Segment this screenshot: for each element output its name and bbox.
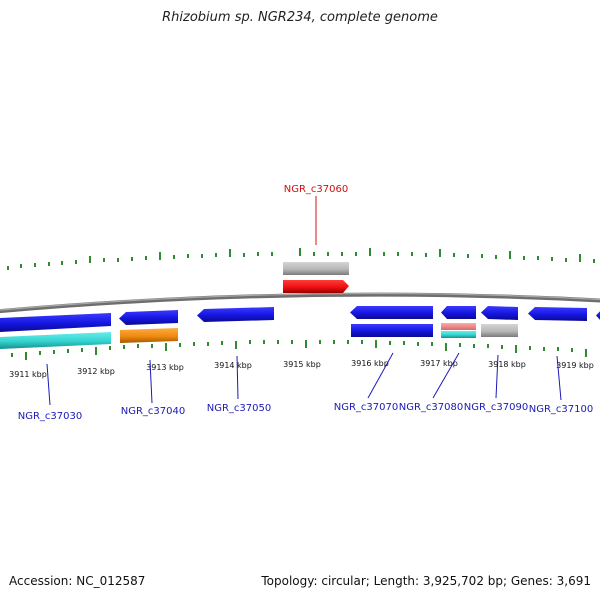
genome-title: Rhizobium sp. NGR234, complete genome	[162, 10, 438, 25]
secondary-features	[0, 323, 518, 349]
tick-label: 3915 kbp	[283, 360, 321, 369]
tick-labels: 3911 kbp 3912 kbp 3913 kbp 3914 kbp 3915…	[9, 359, 594, 379]
leader-line-ngr-c37050	[236, 355, 239, 400]
gene-feature-ngr-c37060[interactable]	[283, 280, 349, 293]
genome-summary-text: Topology: circular; Length: 3,925,702 bp…	[261, 574, 591, 588]
gene-feature-ngr-c37090[interactable]	[481, 306, 518, 320]
tick-label: 3916 kbp	[351, 359, 389, 368]
gene-label-ngr-c37040[interactable]: NGR_c37040	[121, 406, 186, 417]
gene-feature-blue-second[interactable]	[351, 324, 433, 337]
leader-line-ngr-c37100	[556, 355, 562, 401]
tick-label: 3917 kbp	[420, 359, 458, 368]
gene-feature-gray-second[interactable]	[481, 324, 518, 337]
tick-label: 3919 kbp	[556, 361, 594, 370]
tick-label: 3918 kbp	[488, 360, 526, 369]
reverse-strand-features	[0, 306, 600, 332]
gene-label-ngr-c37060[interactable]: NGR_c37060	[284, 184, 349, 195]
gene-label-ngr-c37050[interactable]: NGR_c37050	[207, 403, 272, 414]
gene-label-ngr-c37070[interactable]: NGR_c37070	[334, 402, 399, 413]
leader-line-ngr-c37030	[46, 363, 51, 406]
gene-feature-orange[interactable]	[120, 328, 178, 343]
genome-backbone-highlight	[0, 292, 600, 311]
gene-feature-gray[interactable]	[283, 262, 349, 275]
lower-ticks	[11, 340, 587, 360]
gene-feature-ngr-c37070[interactable]	[350, 306, 433, 319]
leader-line-ngr-c37040	[149, 359, 153, 404]
gene-feature-ngr-c37030[interactable]	[0, 313, 111, 332]
gene-feature-cyan-small[interactable]	[441, 331, 476, 338]
gene-feature-ngr-c37050[interactable]	[197, 307, 274, 322]
gene-label-ngr-c37080[interactable]: NGR_c37080	[399, 402, 464, 413]
forward-strand-features	[283, 262, 349, 293]
gene-feature-pink[interactable]	[441, 323, 476, 330]
gene-label-ngr-c37100[interactable]: NGR_c37100	[529, 404, 594, 415]
gene-label-ngr-c37030[interactable]: NGR_c37030	[18, 411, 83, 422]
tick-label: 3911 kbp	[9, 370, 47, 379]
genome-backbone	[0, 292, 600, 314]
tick-label: 3914 kbp	[214, 361, 252, 370]
leader-line-ngr-c37080	[432, 352, 460, 399]
gene-feature-edge[interactable]	[596, 309, 600, 322]
gene-label-ngr-c37090[interactable]: NGR_c37090	[464, 402, 529, 413]
leader-line-ngr-c37090	[495, 354, 499, 399]
accession-text: Accession: NC_012587	[9, 574, 146, 588]
upper-ticks	[7, 248, 595, 270]
gene-feature-ngr-c37040[interactable]	[119, 310, 178, 325]
gene-feature-ngr-c37080[interactable]	[441, 306, 476, 319]
gene-labels: NGR_c37060 NGR_c37030 NGR_c37040 NGR_c37…	[18, 184, 594, 422]
leader-line-ngr-c37070	[367, 352, 394, 399]
gene-feature-cyan[interactable]	[0, 332, 111, 349]
tick-label: 3912 kbp	[77, 367, 115, 376]
leader-lines	[46, 196, 562, 406]
tick-label: 3913 kbp	[146, 363, 184, 372]
gene-feature-ngr-c37100[interactable]	[528, 307, 587, 321]
